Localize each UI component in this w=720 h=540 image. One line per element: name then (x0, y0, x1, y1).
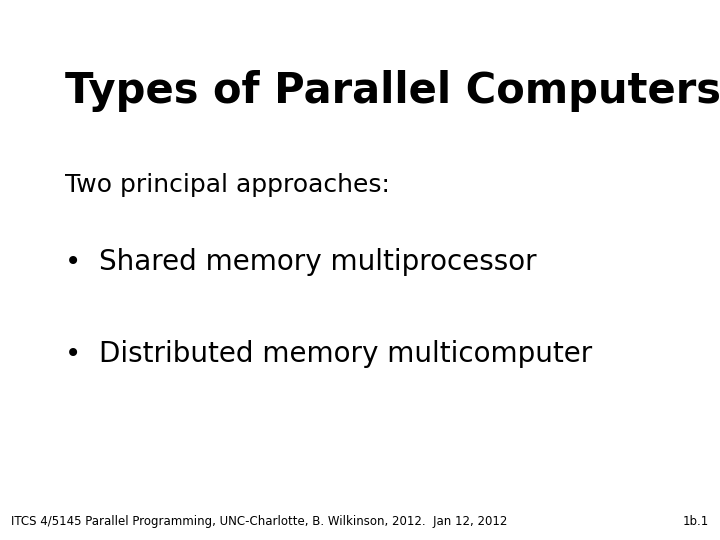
Text: ITCS 4/5145 Parallel Programming, UNC-Charlotte, B. Wilkinson, 2012.  Jan 12, 20: ITCS 4/5145 Parallel Programming, UNC-Ch… (11, 515, 507, 528)
Text: 1b.1: 1b.1 (683, 515, 709, 528)
Text: Two principal approaches:: Two principal approaches: (65, 173, 390, 197)
Text: •  Distributed memory multicomputer: • Distributed memory multicomputer (65, 340, 592, 368)
Text: •  Shared memory multiprocessor: • Shared memory multiprocessor (65, 248, 536, 276)
Text: Types of Parallel Computers: Types of Parallel Computers (65, 70, 720, 112)
